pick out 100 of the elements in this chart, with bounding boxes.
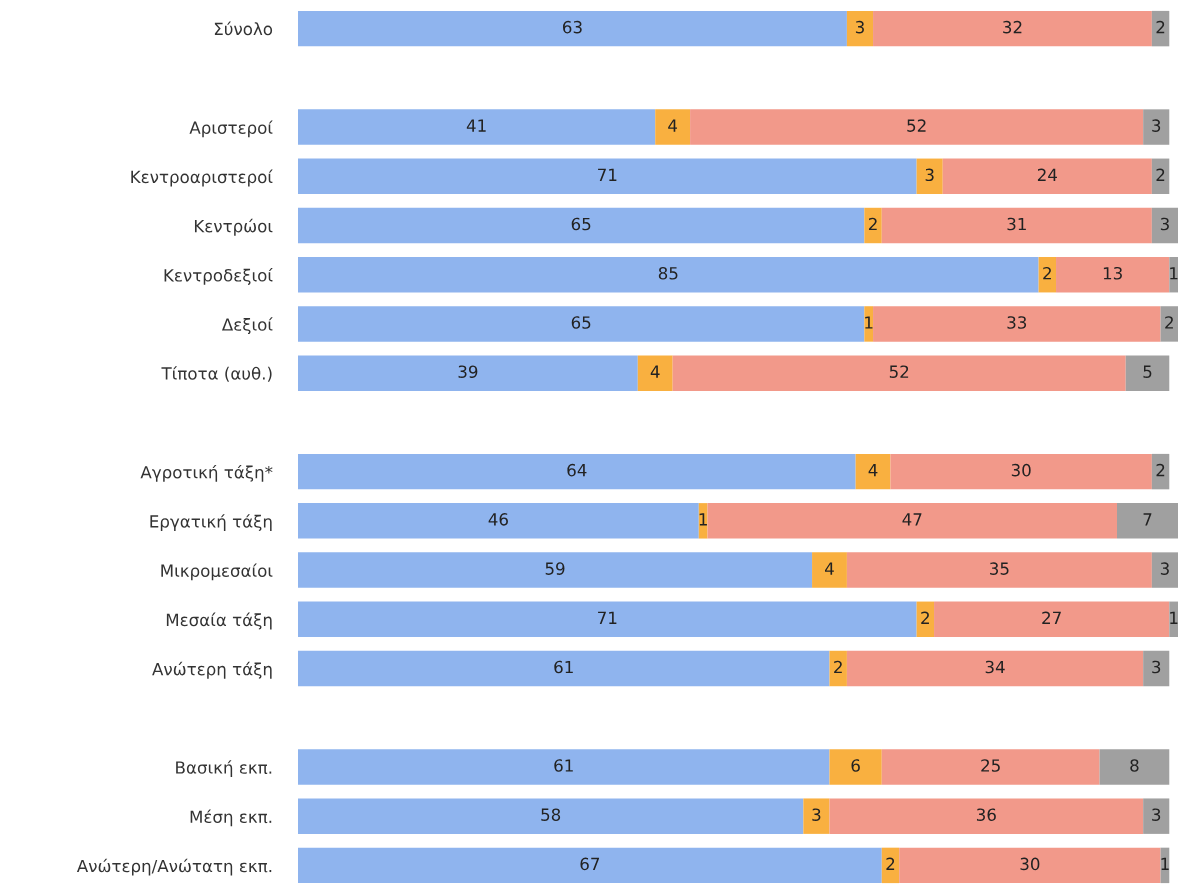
- y-tick-label: Δεξιοί: [221, 317, 273, 335]
- bar: [864, 306, 874, 342]
- data-label: 46: [488, 513, 508, 526]
- data-label: 34: [985, 660, 1005, 674]
- bar: [829, 650, 847, 687]
- bar: [298, 109, 656, 145]
- data-label: 30: [1011, 463, 1031, 477]
- bar: [298, 552, 813, 588]
- y-tick-label: Κεντροαριστεροί: [131, 169, 273, 187]
- bar: [298, 257, 1039, 293]
- bar: [1151, 10, 1170, 47]
- y-tick-label: Εργατική τάξη: [150, 514, 272, 531]
- data-label: 2: [834, 660, 842, 674]
- bar: [298, 207, 865, 244]
- data-label: 4: [668, 119, 678, 132]
- bar: [846, 650, 1144, 687]
- data-label: 2: [921, 611, 929, 624]
- y-tick-label: Μεσαία τάξη: [166, 612, 272, 630]
- data-label: 1: [1170, 267, 1178, 280]
- y-tick-label: Ανώτερη τάξη: [152, 661, 272, 679]
- data-label: 25: [981, 759, 1000, 772]
- data-label: 61: [554, 660, 573, 674]
- bar: [1056, 257, 1170, 293]
- data-label: 2: [868, 217, 877, 231]
- data-label: 3: [1160, 562, 1169, 575]
- data-label: 2: [1156, 168, 1165, 181]
- bar: [298, 601, 917, 637]
- data-label: 1: [1170, 611, 1178, 624]
- bar: [672, 355, 1126, 391]
- data-label: 4: [825, 562, 834, 575]
- bar: [637, 355, 673, 391]
- data-label: 63: [563, 20, 582, 34]
- data-label: 3: [855, 20, 864, 34]
- y-tick-label: Αριστεροί: [189, 120, 273, 138]
- y-tick-label: Τίποτα (αυθ.): [161, 366, 272, 382]
- data-label: 3: [1152, 660, 1161, 674]
- data-label: 85: [658, 266, 678, 280]
- bar: [1151, 552, 1178, 588]
- bar: [1169, 257, 1178, 293]
- data-label: 3: [1160, 217, 1169, 231]
- data-label: 2: [886, 857, 895, 870]
- bar: [899, 847, 1161, 884]
- bar: [298, 503, 699, 539]
- data-label: 27: [1042, 611, 1061, 624]
- bar: [1143, 798, 1170, 834]
- bar: [1125, 355, 1170, 391]
- bar: [1038, 257, 1057, 293]
- data-label: 24: [1037, 168, 1057, 181]
- bar: [864, 207, 882, 244]
- bar: [298, 306, 865, 342]
- data-label: 2: [1043, 266, 1051, 280]
- data-label: 3: [925, 168, 934, 182]
- bar: [1151, 158, 1170, 194]
- bar: [298, 798, 804, 834]
- data-label: 2: [1165, 316, 1173, 329]
- data-label: 67: [580, 857, 600, 871]
- bar: [1117, 503, 1178, 539]
- data-label: 59: [545, 562, 565, 575]
- bar: [1143, 650, 1170, 687]
- bar: [829, 798, 1144, 834]
- data-label: 32: [1003, 20, 1022, 34]
- data-label: 52: [907, 119, 926, 132]
- bar: [873, 306, 1161, 342]
- data-label: 7: [1143, 513, 1152, 526]
- data-label: 8: [1130, 759, 1139, 772]
- bar: [1099, 749, 1170, 785]
- data-label: 5: [1143, 365, 1152, 378]
- bar: [881, 207, 1152, 244]
- bar: [1151, 207, 1178, 244]
- y-tick-label: Κεντρώοι: [194, 218, 273, 236]
- data-label: 4: [868, 464, 878, 477]
- data-label: 13: [1103, 266, 1122, 280]
- data-label: 33: [1007, 316, 1027, 329]
- bar: [298, 158, 917, 194]
- bar: [873, 10, 1152, 47]
- bar: [916, 158, 943, 194]
- bar: [707, 503, 1118, 539]
- data-label: 35: [990, 562, 1009, 575]
- y-tick-label: Μικρομεσαίοι: [161, 563, 273, 581]
- bar: [881, 847, 900, 884]
- y-tick-label: Μέση εκπ.: [190, 809, 272, 827]
- data-label: 39: [458, 365, 478, 378]
- bar: [829, 749, 882, 785]
- data-label: 65: [571, 217, 591, 231]
- bar: [846, 10, 874, 47]
- y-tick-label: Κεντροδεξιοί: [164, 268, 273, 285]
- bar: [298, 453, 856, 490]
- bar: [812, 552, 847, 588]
- bar: [1143, 109, 1170, 145]
- data-label: 2: [1156, 463, 1165, 477]
- bar: [298, 749, 830, 785]
- bar: [881, 749, 1100, 785]
- data-label: 31: [1007, 217, 1026, 231]
- data-label: 3: [1152, 808, 1161, 821]
- data-label: 30: [1020, 857, 1040, 871]
- y-tick-label: Βασική εκπ.: [176, 760, 272, 778]
- data-label: 64: [567, 463, 587, 477]
- y-tick-label: Αγροτική τάξη*: [140, 464, 273, 482]
- data-label: 41: [466, 119, 486, 132]
- bar: [1160, 306, 1178, 342]
